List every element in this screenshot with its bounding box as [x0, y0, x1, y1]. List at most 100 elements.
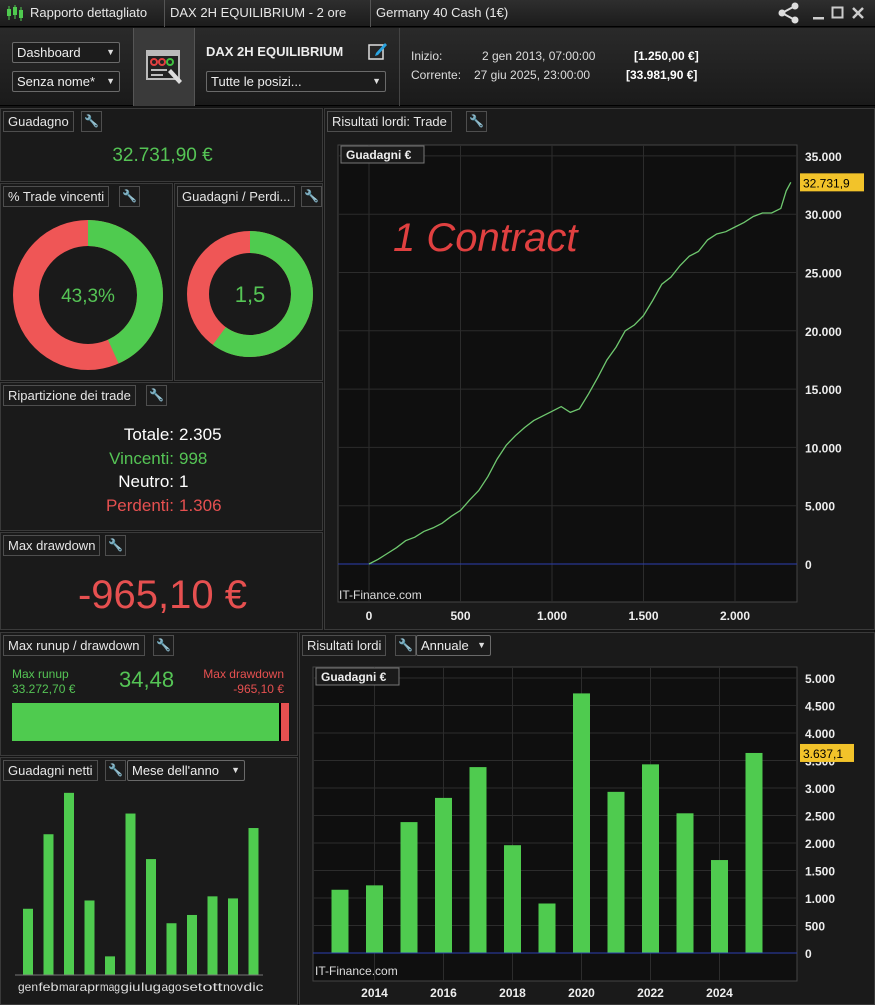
annual-y-tick-label: 500 [805, 920, 825, 934]
close-icon[interactable] [851, 6, 865, 20]
strategy-name: DAX 2H EQUILIBRIUM [206, 44, 344, 59]
gain-loss-donut: 1,5 [187, 231, 313, 357]
monthly-title: Guadagni netti [3, 760, 98, 781]
runup-bar [12, 703, 289, 741]
candlestick-icon [7, 5, 23, 21]
y-tick-label: 15.000 [805, 383, 842, 397]
month-bar [248, 828, 259, 975]
minimize-icon[interactable] [812, 7, 826, 21]
wrench-icon[interactable]: 🔧 [153, 635, 174, 656]
breakdown-title: Ripartizione dei trade [3, 385, 136, 406]
strategy-settings-button[interactable] [133, 28, 195, 106]
name-select[interactable]: Senza nome* ▼ [12, 71, 120, 92]
wrench-icon[interactable]: 🔧 [105, 535, 126, 556]
start-date: 2 gen 2013, 07:00:00 [482, 49, 596, 63]
annual-bar [469, 767, 487, 953]
runup-value: 33.272,70 € [12, 682, 76, 696]
trade-results-title: Risultati lordi: Trade [327, 111, 452, 132]
wrench-icon[interactable]: 🔧 [81, 111, 102, 132]
annual-label-box [315, 667, 400, 686]
y-tick-label: 0 [805, 558, 812, 572]
chevron-down-icon: ▼ [106, 47, 115, 57]
annual-y-tick-label: 3.000 [805, 782, 835, 796]
chart-plot-area [337, 144, 798, 603]
runup-dd-value: -965,10 € [233, 682, 284, 696]
max-drawdown-value: -965,10 € [77, 573, 248, 617]
annual-last-value-badge [800, 743, 854, 762]
annual-chart-label: Guadagni € [315, 667, 400, 686]
month-tick-label: mag [100, 980, 120, 994]
period-select[interactable]: Annuale ▼ [416, 635, 491, 656]
x-tick-label: 1.500 [628, 609, 658, 623]
annual-x-tick-label: 2020 [568, 986, 595, 1000]
breakdown-value: 1.306 [179, 495, 222, 515]
positions-select[interactable]: Tutte le posizi... ▼ [206, 71, 386, 92]
wrench-icon[interactable]: 🔧 [395, 635, 416, 656]
gain-panel: Guadagno 🔧 32.731,90 € [0, 108, 323, 182]
month-select[interactable]: Mese dell'anno ▼ [127, 760, 245, 781]
annual-last-value-text: 3.637,1 [803, 747, 843, 761]
period-select-value: Annuale [421, 638, 469, 653]
chevron-down-icon: ▼ [106, 76, 115, 86]
strategy-tab[interactable]: DAX 2H EQUILIBRIUM - 2 ore [166, 0, 371, 27]
edit-icon[interactable] [368, 41, 388, 61]
annual-y-tick-label: 4.000 [805, 727, 835, 741]
annual-x-tick-label: 2014 [361, 986, 388, 1000]
month-bar [207, 896, 218, 975]
y-tick-label: 35.000 [805, 150, 842, 164]
month-tick-label: set [182, 980, 203, 994]
runup-panel: Max runup / drawdown 🔧 Max runup 33.272,… [0, 632, 298, 756]
equity-line-chart: 0 500 1.000 1.500 2.000 0 5.000 10.000 15.000 20.… [337, 144, 864, 623]
runup-bar-fill [12, 703, 282, 741]
report-tab[interactable]: Rapporto dettagliato [0, 0, 165, 27]
last-value-badge [800, 173, 864, 192]
wrench-icon[interactable]: 🔧 [466, 111, 487, 132]
annual-bar [435, 797, 452, 953]
last-value-badge-text: 32.731,9 [803, 176, 850, 190]
annual-bar [745, 752, 763, 953]
wrench-icon[interactable]: 🔧 [105, 760, 126, 781]
annual-y-tick-label: 4.500 [805, 700, 835, 714]
y-tick-label: 20.000 [805, 325, 842, 339]
breakdown-value: 2.305 [179, 425, 222, 444]
annual-bar [573, 693, 590, 953]
month-bar [84, 900, 95, 975]
month-bar [125, 813, 136, 975]
monthly-bar-chart: gen feb mar apr mag giu lug ago set ott nov dic [15, 792, 264, 994]
month-tick-label: ago [162, 980, 182, 994]
month-bar [166, 923, 177, 975]
monthly-panel: Guadagni netti 🔧 Mese dell'anno ▼ gen feb m… [0, 757, 298, 1005]
annual-bar [366, 885, 383, 953]
x-tick-label: 500 [450, 609, 470, 623]
instrument-tab[interactable]: Germany 40 Cash (1€) [372, 0, 772, 27]
positions-select-value: Tutte le posizi... [211, 74, 302, 89]
view-select[interactable]: Dashboard ▼ [12, 42, 120, 63]
maximize-icon[interactable] [831, 6, 845, 20]
wrench-icon[interactable]: 🔧 [119, 186, 140, 207]
wrench-icon[interactable]: 🔧 [146, 385, 167, 406]
chevron-down-icon: ▼ [372, 76, 381, 86]
runup-title: Max runup / drawdown [3, 635, 145, 656]
wrench-icon[interactable]: 🔧 [301, 186, 322, 207]
title-bar: Rapporto dettagliato DAX 2H EQUILIBRIUM … [0, 0, 875, 27]
month-tick-label: feb [39, 980, 59, 994]
annual-results-panel: Risultati lordi 🔧 Annuale ▼ 0 500 1.000 1.50… [299, 632, 875, 1005]
win-rate-panel: % Trade vincenti 🔧 43,3% [0, 183, 173, 381]
gain-loss-panel: Guadagni / Perdi... 🔧 1,5 [174, 183, 323, 381]
annual-x-tick-label: 2022 [637, 986, 664, 1000]
month-tick-label: lug [141, 980, 161, 994]
breakdown-label: Totale: [123, 425, 174, 444]
max-drawdown-title: Max drawdown [3, 535, 101, 556]
donut-gain-segment [187, 231, 313, 357]
annual-bar-chart: 05001.0001.5002.0002.5003.0003.5004.0004… [312, 666, 854, 1000]
annual-label-text: Guadagni € [321, 670, 387, 684]
annual-bar [331, 889, 349, 953]
share-icon[interactable] [777, 2, 801, 24]
y-tick-label: 10.000 [805, 441, 842, 455]
report-header: Dashboard ▼ Senza nome* ▼ DAX 2H EQUILIBRI… [0, 28, 875, 106]
x-tick-label: 1.000 [537, 609, 567, 623]
win-rate-donut: 43,3% [13, 220, 163, 370]
month-tick-label: apr [80, 980, 100, 994]
start-value: [1.250,00 €] [634, 49, 699, 63]
gain-loss-value: 1,5 [235, 282, 266, 307]
